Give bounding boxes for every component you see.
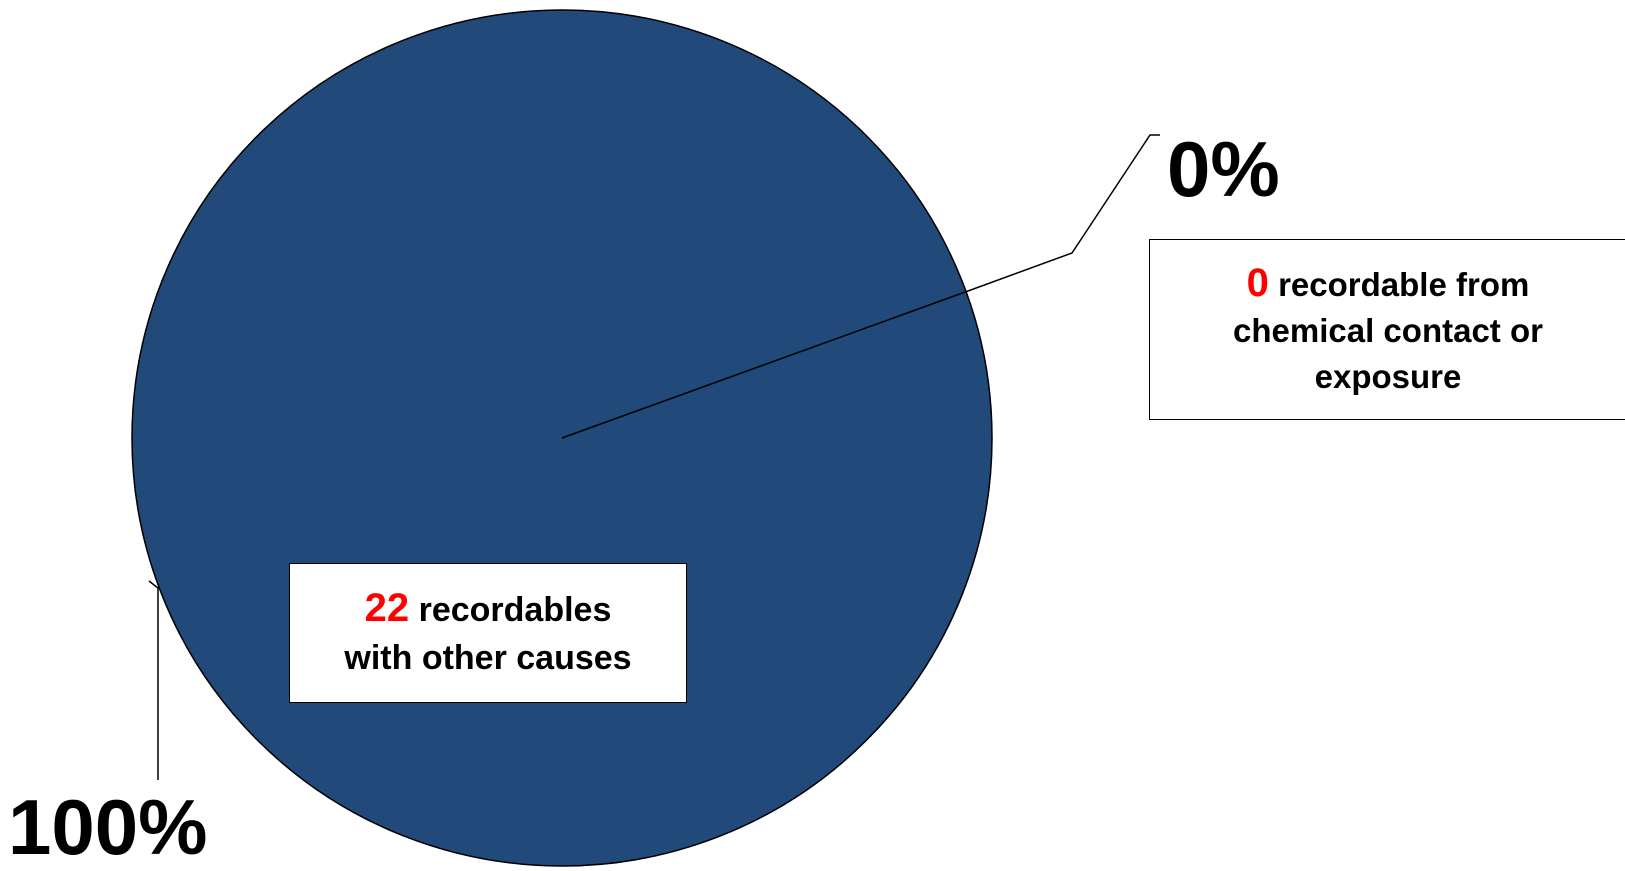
data-label-line: exposure xyxy=(1314,357,1462,395)
data-label-text: recordables xyxy=(418,591,612,629)
data-label-line: with other causes xyxy=(344,639,632,677)
data-label-line: 22 recordables xyxy=(290,584,686,634)
pie-percent-label-chemical: 0% xyxy=(1167,125,1280,213)
leader-line-chemical xyxy=(967,134,1160,292)
leader-line-other-causes xyxy=(148,580,159,780)
data-label-line: chemical contact or xyxy=(1233,311,1543,349)
pie-percent-label-other-causes: 100% xyxy=(8,783,208,871)
pie-slice-chemical-edge xyxy=(561,290,969,439)
data-label-count: 0 xyxy=(1246,260,1269,305)
data-label-count: 22 xyxy=(364,586,410,630)
data-label-text: recordable from xyxy=(1278,265,1530,303)
data-label-line: 0 recordable from xyxy=(1150,260,1625,308)
data-label-other-causes: 22 recordables with other causes xyxy=(289,563,687,703)
data-label-chemical: 0 recordable from chemical contact or ex… xyxy=(1149,239,1625,420)
